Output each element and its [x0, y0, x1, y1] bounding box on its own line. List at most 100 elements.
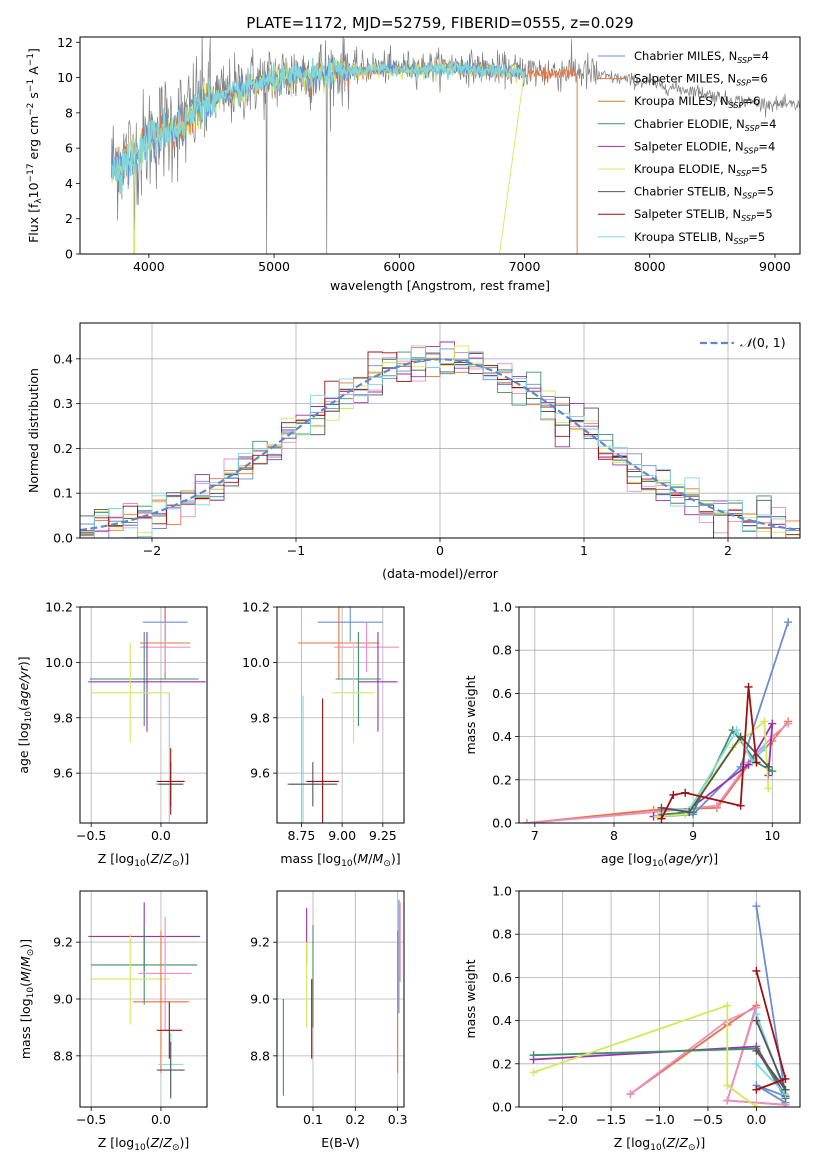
legend-entry: Salpeter ELODIE, NSSP=4: [634, 139, 775, 155]
y-tick-label: 0.2: [492, 1056, 512, 1071]
y-tick-label: 0.0: [53, 531, 73, 546]
y-tick-label: 0.2: [492, 772, 512, 787]
series-line: [533, 1004, 757, 1107]
y-tick-label: 9.0: [53, 992, 73, 1007]
panel-spectrum: 4000 5000 6000 7000 8000 9000 0 2 4 6 8 10 12 wavelen…: [26, 35, 801, 293]
model-spectrum-chabrier-miles: [110, 53, 525, 186]
x-tick-label: −1: [287, 543, 305, 558]
y-tick-label: 0.4: [492, 1013, 512, 1028]
legend-entry: Kroupa STELIB, NSSP=5: [634, 230, 765, 246]
x-tick-label: −0.5: [76, 1112, 106, 1127]
y-tick-label: 9.0: [250, 992, 270, 1007]
series-line: [755, 905, 787, 1104]
model-spectrum-kroupa-stelib: [110, 58, 526, 195]
series-line: [526, 722, 789, 823]
errorbar-plot: [88, 607, 206, 823]
y-tick-label: 0.8: [492, 927, 512, 942]
legend-entry: Chabrier ELODIE, NSSP=4: [634, 117, 776, 133]
x-tick-label: −1.5: [596, 1112, 626, 1127]
panel-age-vs-Z: −0.5 0.0 9.6 9.8 10.0 10.2 Z [log10(Z/Z⊙)] age …: [16, 600, 208, 869]
y-tick-label: 0.8: [492, 643, 512, 658]
y-tick-label: 0.1: [53, 486, 73, 501]
y-tick-label: 0.6: [492, 970, 512, 985]
axes-frame: [79, 606, 208, 824]
y-tick-label: 0: [65, 247, 73, 262]
figure-title: PLATE=1172, MJD=52759, FIBERID=0555, z=0…: [246, 14, 633, 32]
line-plot: [522, 618, 793, 823]
x-tick-label: 9: [689, 828, 697, 843]
y-tick-label: 9.8: [250, 710, 270, 725]
x-tick-label: 0.0: [746, 1112, 766, 1127]
histogram-kroupa-stelib: [80, 345, 800, 538]
y-axis-label: Flux [fλ10−17 erg cm−2 s−1 A−1]: [26, 48, 44, 243]
x-tick-label: 0.3: [388, 1112, 408, 1127]
panel-mass-vs-EBV: 0.1 0.2 0.3 8.8 9.0 9.2 E(B-V): [250, 890, 408, 1150]
spectrum-plot: [110, 37, 800, 254]
y-tick-label: 1.0: [492, 884, 512, 899]
y-tick-label: 10: [57, 70, 73, 85]
y-tick-label: 0.0: [492, 816, 512, 831]
x-tick-label: 5000: [258, 259, 290, 274]
y-tick-label: 2: [65, 211, 73, 226]
legend-entry: Chabrier STELIB, NSSP=5: [634, 185, 774, 201]
x-tick-label: 9.25: [369, 828, 397, 843]
x-tick-label: 0: [436, 543, 444, 558]
y-axis-label: Normed distribution: [26, 368, 41, 493]
errorbar-plot: [88, 902, 201, 1099]
y-tick-label: 12: [57, 35, 73, 50]
series-line: [661, 735, 769, 814]
x-tick-label: 8000: [634, 259, 666, 274]
y-tick-label: 8.8: [250, 1048, 270, 1063]
x-axis-label: mass [log10(M/M⊙)]: [280, 851, 400, 869]
legend-entry: Kroupa ELODIE, NSSP=5: [634, 162, 768, 178]
y-tick-label: 8: [65, 105, 73, 120]
x-tick-label: 10: [764, 828, 780, 843]
x-axis-label: Z [log10(Z/Z⊙)]: [98, 1135, 190, 1153]
x-tick-label: −2: [143, 543, 161, 558]
x-axis-label: wavelength [Angstrom, rest frame]: [330, 278, 550, 293]
y-axis-label: mass [log10(M/M⊙)]: [18, 939, 36, 1059]
y-tick-label: 0.2: [53, 441, 73, 456]
x-tick-label: 9.00: [328, 828, 356, 843]
axes-frame: [276, 606, 405, 824]
series-line: [660, 686, 758, 820]
histogram-plot: [80, 341, 800, 538]
panel-residuals: −2 −1 0 1 2 0.0 0.1 0.2 0.3 0.4 (data-model)/error…: [26, 322, 801, 581]
panel-massweight-vs-Z: −2.0 −1.5 −1.0 −0.5 0.0 0.0 0.2 0.4 0.6 0.8 1.0 Z […: [463, 884, 801, 1153]
x-tick-label: 9000: [759, 259, 791, 274]
y-tick-label: 10.2: [45, 600, 73, 615]
x-tick-label: 8: [610, 828, 618, 843]
legend-entry: Kroupa MILES, NSSP=6: [634, 94, 760, 110]
y-tick-label: 9.2: [250, 935, 270, 950]
axes-frame: [79, 36, 801, 255]
x-tick-label: −2.0: [547, 1112, 577, 1127]
y-tick-label: 0.6: [492, 686, 512, 701]
x-tick-label: 6000: [383, 259, 415, 274]
y-tick-label: 10.0: [242, 655, 270, 670]
panel-massweight-vs-age: 7 8 9 10 0.0 0.2 0.4 0.6 0.8 1.0 age [log10(age/yr…: [463, 600, 801, 869]
data-spectrum-line: [110, 37, 800, 254]
x-axis-label: (data-model)/error: [382, 566, 499, 581]
panel-mass-vs-Z: −0.5 0.0 8.8 9.0 9.2 Z [log10(Z/Z⊙)] mass [log…: [18, 890, 208, 1153]
normal-curve: [80, 358, 800, 532]
y-tick-label: 4: [65, 176, 73, 191]
x-tick-label: 7000: [509, 259, 541, 274]
x-tick-label: 2: [724, 543, 732, 558]
y-tick-label: 0.0: [492, 1100, 512, 1115]
y-axis-label: mass weight: [463, 959, 478, 1038]
x-tick-label: 8.75: [288, 828, 316, 843]
x-axis-label: Z [log10(Z/Z⊙)]: [98, 851, 190, 869]
x-tick-label: 0.0: [151, 828, 171, 843]
errorbar-plot: [282, 899, 401, 1096]
axes-frame: [518, 606, 801, 824]
x-tick-label: 7: [531, 828, 539, 843]
x-tick-label: 4000: [133, 259, 165, 274]
y-tick-label: 9.6: [53, 766, 73, 781]
y-tick-label: 9.2: [53, 935, 73, 950]
y-tick-label: 6: [65, 141, 73, 156]
panel-age-vs-mass: 8.75 9.00 9.25 9.6 9.8 10.0 10.2 mass [log10(M/…: [242, 600, 405, 869]
y-tick-label: 1.0: [492, 600, 512, 615]
x-tick-label: −0.5: [76, 828, 106, 843]
y-tick-label: 10.0: [45, 655, 73, 670]
